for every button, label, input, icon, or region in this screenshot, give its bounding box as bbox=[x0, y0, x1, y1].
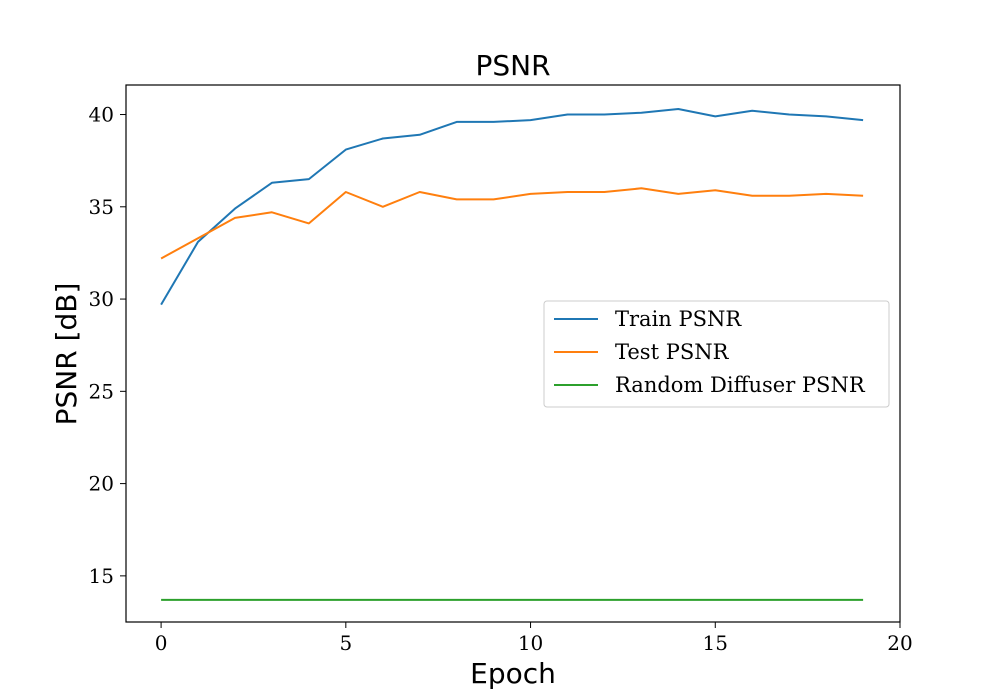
legend-label-1: Test PSNR bbox=[615, 340, 730, 364]
y-tick-label: 30 bbox=[89, 287, 114, 311]
legend: Train PSNR Test PSNR Random Diffuser PSNR bbox=[543, 300, 890, 408]
series-line-1 bbox=[160, 187, 864, 260]
y-axis-label: PSNR [dB] bbox=[50, 283, 83, 426]
x-tick-label: 0 bbox=[155, 631, 168, 655]
plot-frame bbox=[125, 84, 901, 623]
x-tick-label: 5 bbox=[339, 631, 352, 655]
x-tick-label: 20 bbox=[887, 631, 912, 655]
y-tick-label: 35 bbox=[89, 195, 114, 219]
plot-area bbox=[160, 108, 864, 601]
series-line-0 bbox=[160, 108, 864, 306]
y-tick-label: 25 bbox=[89, 379, 114, 403]
x-axis: 0 5 10 15 20 bbox=[155, 622, 913, 655]
x-tick-label: 10 bbox=[518, 631, 543, 655]
y-tick-label: 15 bbox=[89, 564, 114, 588]
y-tick-label: 40 bbox=[89, 103, 114, 127]
x-tick-label: 15 bbox=[703, 631, 728, 655]
legend-label-0: Train PSNR bbox=[615, 307, 742, 331]
legend-label-2: Random Diffuser PSNR bbox=[615, 373, 866, 397]
y-axis: 15 20 25 30 35 40 bbox=[89, 103, 126, 588]
chart-title: PSNR bbox=[475, 49, 550, 82]
y-tick-label: 20 bbox=[89, 472, 114, 496]
legend-box bbox=[543, 300, 890, 408]
x-axis-label: Epoch bbox=[470, 657, 556, 690]
